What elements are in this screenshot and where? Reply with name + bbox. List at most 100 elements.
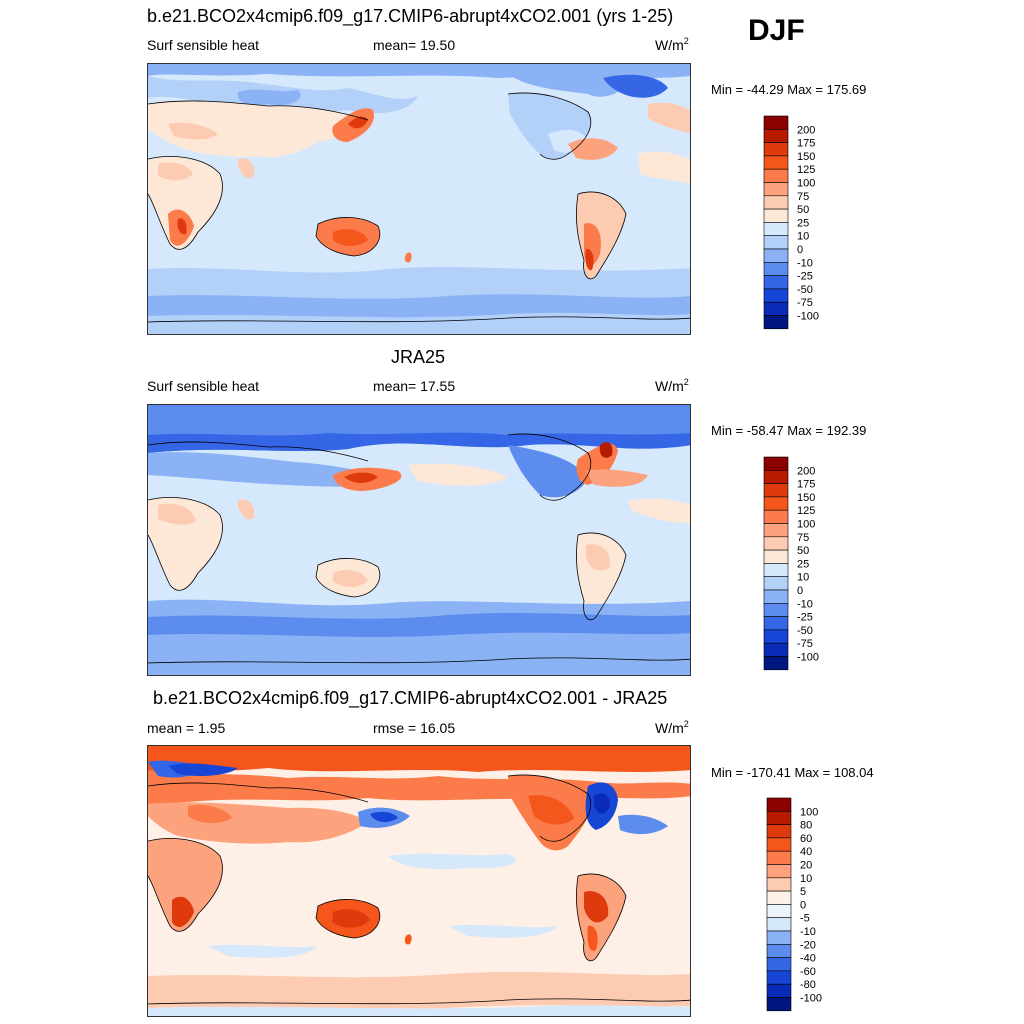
panel-1-map-svg [148, 64, 690, 334]
panel-1-map [147, 63, 691, 335]
panel-1-colorbar-box [763, 301, 789, 316]
panel-3-colorbar-box [766, 930, 792, 945]
panel-1-colorbar-box [763, 155, 789, 170]
panel-1-colorbar-label: 0 [797, 244, 803, 256]
panel-3-rmse-label: rmse = 16.05 [373, 720, 456, 736]
panel-1-mean-label: mean= 19.50 [373, 37, 456, 53]
panel-2-colorbar-box [763, 563, 789, 578]
panel-3-colorbar: 100 80 60 40 20 10 5 0 -5 -10 -20 -40 -60 -80 -100 [766, 797, 837, 1012]
panel-3-colorbar-label: -40 [800, 953, 816, 965]
panel-2-colorbar-box [763, 549, 789, 564]
panel-1-colorbar-box [763, 222, 789, 237]
panel-1-minmax: Min = -44.29 Max = 175.69 [711, 82, 867, 97]
panel-2-map-svg [148, 405, 690, 675]
panel-1-colorbar-label: 25 [797, 217, 809, 229]
panel-3-colorbar-box [766, 890, 792, 905]
panel-1-colorbar-label: 175 [797, 138, 815, 150]
panel-2-colorbar-label: 10 [797, 572, 809, 584]
panel-3-colorbar-label: -5 [800, 913, 810, 925]
panel-3-colorbar-label: 5 [800, 886, 806, 898]
panel-3-colorbar-box [766, 957, 792, 972]
panel-3-colorbar-box [766, 837, 792, 852]
panel-1-colorbar-label: 75 [797, 191, 809, 203]
panel-2-mean-label: mean= 17.55 [373, 378, 456, 394]
panel-2-colorbar-box [763, 536, 789, 551]
panel-3-map-svg [148, 746, 690, 1016]
panel-1-colorbar-label: 10 [797, 231, 809, 243]
panel-3-colorbar-label: 20 [800, 860, 812, 872]
panel-3-colorbar-box [766, 904, 792, 919]
panel-2-colorbar-box [763, 496, 789, 511]
panel-2-colorbar-box [763, 456, 789, 471]
panel-1-colorbar-label: -75 [797, 297, 813, 309]
panel-3-colorbar-label: 80 [800, 820, 812, 832]
panel-3-colorbar-box [766, 811, 792, 825]
panel-2-colorbar-label: 125 [797, 505, 815, 517]
panel-3-colorbar-box [766, 997, 792, 1012]
panel-3-colorbar-label: -60 [800, 966, 816, 978]
panel-3-colorbar-box [766, 797, 792, 812]
panel-1-colorbar-box [763, 115, 789, 130]
panel-1-variable-label: Surf sensible heat [147, 37, 260, 53]
panel-2-colorbar-box [763, 603, 789, 617]
panel-2-map [147, 404, 691, 676]
panel-1-colorbar-label: -100 [797, 311, 819, 323]
panel-1-colorbar-box [763, 235, 789, 250]
panel-3-units: W/m2 [655, 719, 689, 736]
panel-2-colorbar-label: 0 [797, 585, 803, 597]
panel-3-colorbar-box [766, 850, 792, 865]
panel-2-colorbar-label: 100 [797, 519, 815, 531]
panel-2-colorbar-box [763, 589, 789, 604]
panel-2-colorbar-label: -75 [797, 638, 813, 650]
panel-1-colorbar-box [763, 142, 789, 157]
panel-2-colorbar-label: -25 [797, 612, 813, 624]
panel-1-colorbar-box [763, 208, 789, 223]
panel-1-colorbar-label: 100 [797, 178, 815, 190]
panel-2-colorbar-label: 75 [797, 532, 809, 544]
panel-1-colorbar-label: -10 [797, 257, 813, 269]
panel-3-colorbar-box [766, 944, 792, 958]
panel-3-colorbar-box [766, 877, 792, 892]
panel-3-colorbar-label: -80 [800, 979, 816, 991]
panel-2-colorbar-label: 50 [797, 545, 809, 557]
panel-1-colorbar-label: 200 [797, 124, 815, 136]
panel-2-colorbar-label: -100 [797, 652, 819, 664]
panel-1-colorbar-box [763, 168, 789, 183]
panel-1-colorbar-box [763, 315, 789, 330]
panel-3-minmax: Min = -170.41 Max = 108.04 [711, 765, 874, 780]
panel-3-colorbar-label: 60 [800, 833, 812, 845]
panel-3-colorbar-box [766, 983, 792, 998]
panel-1-colorbar-box [763, 288, 789, 303]
panel-1-colorbar-label: 125 [797, 164, 815, 176]
panel-2-colorbar-label: 200 [797, 465, 815, 477]
panel-2-colorbar: 200 175 150 125 100 75 50 25 10 0 -10 -25 -50 -75 -100 [763, 456, 834, 671]
panel-2-colorbar-label: 150 [797, 492, 815, 504]
panel-2-colorbar-box [763, 483, 789, 498]
panel-3-colorbar-box [766, 824, 792, 839]
panel-2-colorbar-box [763, 470, 789, 484]
panel-2-variable-label: Surf sensible heat [147, 378, 260, 394]
panel-1-colorbar-label: 150 [797, 151, 815, 163]
panel-3-colorbar-box [766, 917, 792, 932]
panel-2-colorbar-box [763, 576, 789, 591]
panel-1-colorbar: 200 175 150 125 100 75 50 25 10 0 -10 -25 -50 -75 -100 [763, 115, 834, 330]
panel-3-colorbar-label: -100 [800, 993, 822, 1005]
panel-2-colorbar-box [763, 629, 789, 644]
panel-1-colorbar-label: -50 [797, 284, 813, 296]
panel-2-colorbar-box [763, 509, 789, 524]
panel-3-colorbar-label: -10 [800, 926, 816, 938]
panel-2-colorbar-box [763, 642, 789, 657]
panel-1-colorbar-box [763, 195, 789, 210]
panel-1-colorbar-label: 50 [797, 204, 809, 216]
panel-2-title: JRA25 [391, 347, 446, 367]
panel-3-title: b.e21.BCO2x4cmip6.f09_g17.CMIP6-abrupt4x… [153, 688, 668, 708]
panel-3-map [147, 745, 691, 1017]
panel-2-colorbar-box [763, 616, 789, 631]
panel-1-colorbar-box [763, 275, 789, 290]
panel-1-colorbar-box [763, 182, 789, 197]
panel-1-title: b.e21.BCO2x4cmip6.f09_g17.CMIP6-abrupt4x… [147, 6, 674, 26]
panel-2-colorbar-box [763, 656, 789, 671]
panel-2-colorbar-label: -10 [797, 598, 813, 610]
